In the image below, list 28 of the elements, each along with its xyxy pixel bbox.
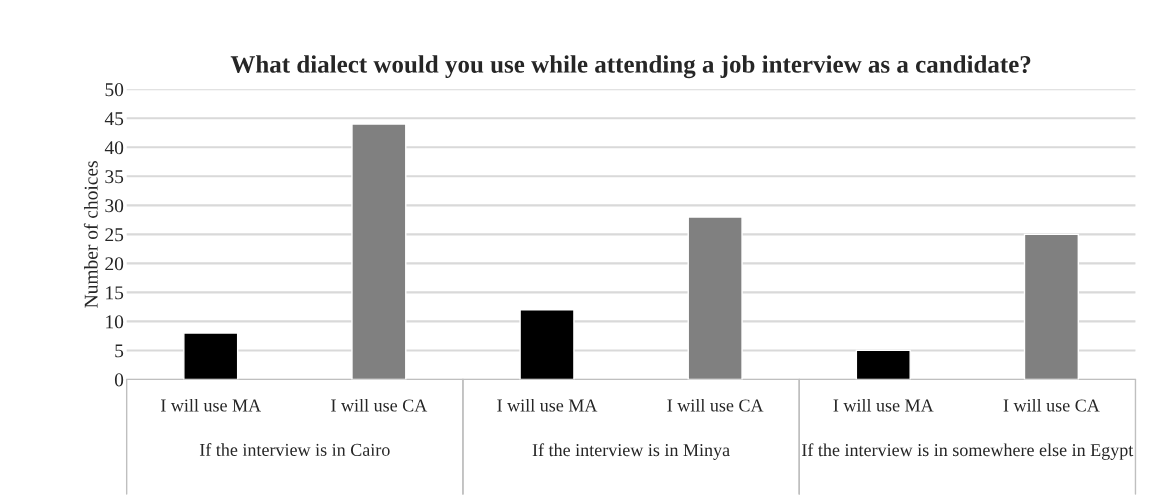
- y-tick-label: 40: [104, 141, 124, 155]
- bar: [1023, 233, 1079, 380]
- text: If the interview is in Cairo: [199, 443, 390, 456]
- x-tick-label: I will use CA: [331, 398, 428, 412]
- chart-title: What dialect would you use while attending a job interview as a candidate?: [230, 55, 1031, 79]
- bar: [351, 123, 407, 380]
- bar: [519, 309, 575, 380]
- y-tick-label: 10: [106, 315, 124, 329]
- y-tick-label: 0: [114, 373, 124, 387]
- x-tick-label: I will use CA: [667, 398, 764, 412]
- y-tick-label: 5: [115, 344, 124, 358]
- bar: [183, 332, 239, 380]
- y-tick-label: 45: [104, 112, 124, 126]
- y-tick-label: 25: [105, 228, 124, 242]
- y-tick-label: 15: [106, 286, 124, 300]
- y-tick-label: 20: [105, 257, 124, 271]
- x-tick-label: I will use MA: [161, 398, 262, 412]
- y-axis-title: Number of choices: [83, 161, 98, 308]
- bar: [855, 349, 911, 380]
- x-tick-label: I will use MA: [497, 398, 598, 412]
- x-tick-label: I will use CA: [1003, 398, 1100, 412]
- text: If the interview is in somewhere else in Egypt: [802, 443, 1134, 460]
- text: If the interview is in Minya: [532, 443, 730, 460]
- y-tick-label: 30: [105, 199, 124, 213]
- bar: [687, 216, 743, 380]
- y-tick-label: 50: [105, 83, 124, 97]
- y-tick-label: 35: [105, 170, 124, 184]
- x-tick-label: I will use MA: [833, 398, 934, 412]
